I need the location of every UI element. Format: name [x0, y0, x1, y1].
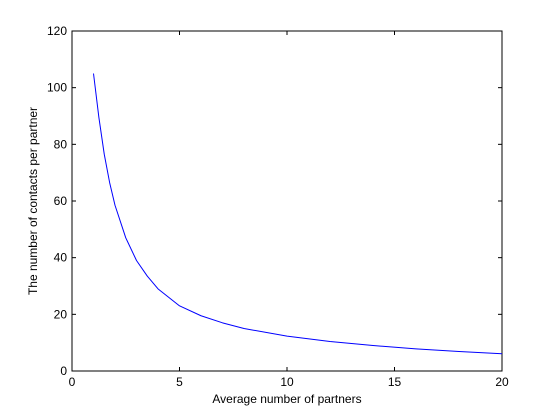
y-tick-label: 0 — [60, 364, 67, 378]
y-tick-label: 40 — [54, 251, 68, 265]
x-tick-label: 0 — [69, 375, 76, 389]
y-tick-label: 100 — [47, 81, 67, 95]
x-tick-label: 10 — [280, 375, 294, 389]
x-axis-label: Average number of partners — [212, 392, 361, 406]
y-tick-label: 120 — [47, 24, 67, 38]
axis-tick-labels: 0 5 10 15 20 0 20 40 60 80 100 120 — [47, 24, 509, 389]
x-tick-label: 20 — [495, 375, 509, 389]
x-tick-label: 5 — [176, 375, 183, 389]
y-tick-label: 20 — [54, 307, 68, 321]
series-line-0 — [93, 73, 503, 355]
y-tick-label: 60 — [54, 194, 68, 208]
y-axis-label: The number of contacts per partner — [26, 107, 40, 295]
x-tick-label: 15 — [388, 375, 402, 389]
series-group — [93, 73, 503, 355]
plot-area — [71, 30, 503, 372]
y-tick-label: 80 — [54, 137, 68, 151]
axis-ticks — [71, 30, 503, 372]
